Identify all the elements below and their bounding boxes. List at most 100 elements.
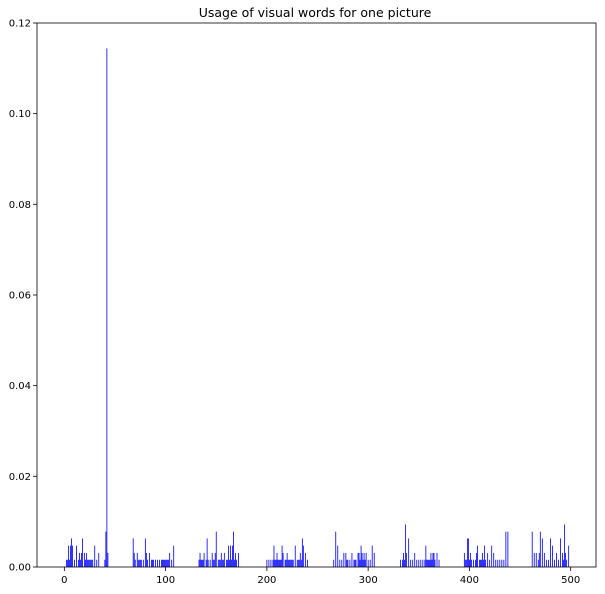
- bar: [371, 545, 373, 567]
- bar: [422, 559, 424, 567]
- bar: [278, 559, 280, 567]
- bar: [79, 552, 80, 567]
- bar: [287, 559, 289, 567]
- bar: [145, 552, 147, 567]
- bar: [284, 559, 286, 567]
- bar: [563, 559, 564, 567]
- bar: [306, 559, 308, 567]
- bar: [201, 559, 203, 567]
- bar: [361, 552, 363, 567]
- bar: [548, 559, 549, 567]
- bar: [134, 559, 136, 567]
- bar: [288, 559, 290, 567]
- bar: [282, 552, 284, 567]
- bar: [358, 552, 360, 567]
- bar: [152, 559, 153, 567]
- bar: [272, 559, 274, 567]
- bar: [96, 559, 98, 567]
- bar: [493, 552, 495, 567]
- bar: [222, 559, 224, 567]
- bar: [233, 531, 234, 567]
- bar: [552, 545, 553, 567]
- bar: [477, 545, 478, 567]
- bar: [538, 552, 540, 567]
- bar: [367, 559, 369, 567]
- bar: [268, 559, 270, 567]
- bar: [88, 559, 90, 567]
- bar: [433, 552, 435, 567]
- bar: [339, 559, 341, 567]
- bar: [543, 552, 545, 567]
- bar: [408, 538, 410, 567]
- bar: [78, 559, 79, 567]
- bar: [215, 531, 217, 567]
- bar: [202, 559, 204, 567]
- bar: [426, 559, 428, 567]
- bar: [346, 559, 348, 567]
- bar: [351, 552, 353, 567]
- bar: [235, 552, 236, 567]
- bar: [364, 559, 366, 567]
- bar: [292, 559, 294, 567]
- bar: [430, 552, 432, 567]
- bar: [354, 559, 356, 567]
- bar: [562, 552, 563, 567]
- bar: [424, 559, 426, 567]
- bar: [503, 559, 505, 567]
- bar: [98, 552, 100, 567]
- bar: [91, 559, 93, 567]
- bar: [345, 552, 347, 567]
- bar: [90, 559, 92, 567]
- bar: [438, 559, 440, 567]
- bar: [414, 552, 416, 567]
- bar: [471, 559, 472, 567]
- y-tick-label: 0.12: [9, 19, 31, 30]
- bar: [294, 545, 296, 567]
- bar: [465, 559, 467, 567]
- bar: [545, 559, 547, 567]
- bar: [473, 559, 474, 567]
- bar: [468, 538, 469, 567]
- bar: [487, 552, 489, 567]
- bar: [155, 559, 156, 567]
- bar: [362, 559, 364, 567]
- x-tick-label: 200: [257, 575, 276, 586]
- bar: [213, 559, 215, 567]
- bar: [297, 559, 299, 567]
- bar: [410, 559, 412, 567]
- bar: [85, 559, 87, 567]
- bar: [432, 552, 434, 567]
- bar: [470, 552, 471, 567]
- bar: [236, 559, 237, 567]
- y-tick-label: 0.04: [9, 381, 31, 392]
- bar: [501, 559, 503, 567]
- bar: [221, 559, 223, 567]
- bar: [165, 559, 167, 567]
- bar: [153, 559, 154, 567]
- bar: [157, 559, 158, 567]
- chart-title: Usage of visual words for one picture: [199, 5, 432, 20]
- bar: [479, 559, 480, 567]
- bar: [420, 559, 422, 567]
- bar: [302, 545, 304, 567]
- bar: [343, 552, 345, 567]
- bar: [347, 559, 349, 567]
- bar: [531, 531, 533, 567]
- bar: [291, 559, 293, 567]
- bar: [304, 552, 306, 567]
- plot-frame: [36, 22, 597, 568]
- bar: [425, 545, 427, 567]
- bar: [480, 559, 481, 567]
- bar: [431, 559, 433, 567]
- bar: [138, 559, 140, 567]
- bar: [566, 559, 568, 567]
- bar: [289, 559, 291, 567]
- bar: [564, 524, 566, 567]
- bar: [198, 559, 200, 567]
- bar: [489, 559, 491, 567]
- bar: [373, 552, 375, 567]
- bar: [74, 559, 75, 567]
- bar: [66, 559, 68, 567]
- bar: [104, 559, 106, 567]
- bar: [495, 559, 497, 567]
